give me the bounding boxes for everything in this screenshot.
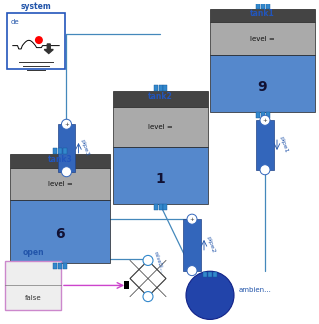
Bar (261, 3, 264, 8)
Circle shape (35, 36, 43, 44)
Text: 1: 1 (156, 172, 165, 186)
Text: pipe3: pipe3 (79, 139, 89, 157)
Text: system: system (21, 2, 51, 11)
Bar (113, 107, 208, 147)
FancyArrow shape (44, 44, 53, 53)
Bar (113, 91, 208, 107)
Bar (265, 3, 270, 8)
Bar (213, 272, 217, 277)
Bar (113, 147, 208, 204)
Bar (159, 85, 162, 91)
Bar (53, 263, 57, 269)
Bar (159, 204, 162, 210)
Bar (58, 124, 75, 172)
Text: level =: level = (148, 124, 173, 130)
Text: ralveDi...: ralveDi... (153, 251, 165, 273)
Circle shape (187, 214, 197, 224)
Bar (261, 112, 264, 118)
Bar (256, 112, 259, 118)
Bar (164, 204, 167, 210)
Text: +: + (189, 217, 194, 222)
Circle shape (62, 167, 71, 177)
Text: level =: level = (250, 36, 275, 42)
Bar (153, 85, 158, 91)
Bar (210, 8, 315, 22)
Bar (164, 85, 167, 91)
Circle shape (62, 119, 71, 129)
Bar (210, 22, 315, 55)
Bar (183, 219, 201, 271)
Bar (7, 14, 65, 69)
Text: open: open (22, 248, 44, 257)
Text: level =: level = (48, 181, 72, 187)
Circle shape (260, 115, 270, 125)
Polygon shape (130, 260, 166, 296)
Text: 9: 9 (258, 80, 267, 94)
Text: tank1: tank1 (250, 9, 275, 18)
Circle shape (143, 255, 153, 265)
Bar (153, 204, 158, 210)
Text: tank3: tank3 (48, 155, 72, 164)
Bar (53, 148, 57, 154)
Bar (10, 154, 110, 168)
Circle shape (260, 165, 270, 175)
Bar (63, 148, 67, 154)
Bar (10, 168, 110, 200)
Circle shape (187, 266, 197, 276)
Bar (208, 272, 212, 277)
Bar (10, 200, 110, 263)
Bar (63, 263, 67, 269)
Circle shape (186, 271, 234, 319)
Bar (256, 3, 259, 8)
Bar (203, 272, 207, 277)
Text: +: + (263, 118, 267, 123)
Bar (5, 261, 61, 310)
Bar (265, 112, 270, 118)
Text: +: + (64, 122, 69, 127)
Bar (124, 282, 129, 289)
Circle shape (143, 292, 153, 302)
Bar (210, 55, 315, 112)
Text: de: de (11, 19, 20, 25)
Bar (58, 263, 62, 269)
Text: ambien...: ambien... (239, 287, 272, 293)
Bar (58, 148, 62, 154)
Bar (256, 120, 274, 170)
Text: pipe2: pipe2 (205, 236, 215, 254)
Text: false: false (25, 295, 41, 301)
Text: tank2: tank2 (148, 92, 173, 101)
Text: 6: 6 (55, 227, 65, 241)
Text: pipe1: pipe1 (278, 136, 288, 154)
